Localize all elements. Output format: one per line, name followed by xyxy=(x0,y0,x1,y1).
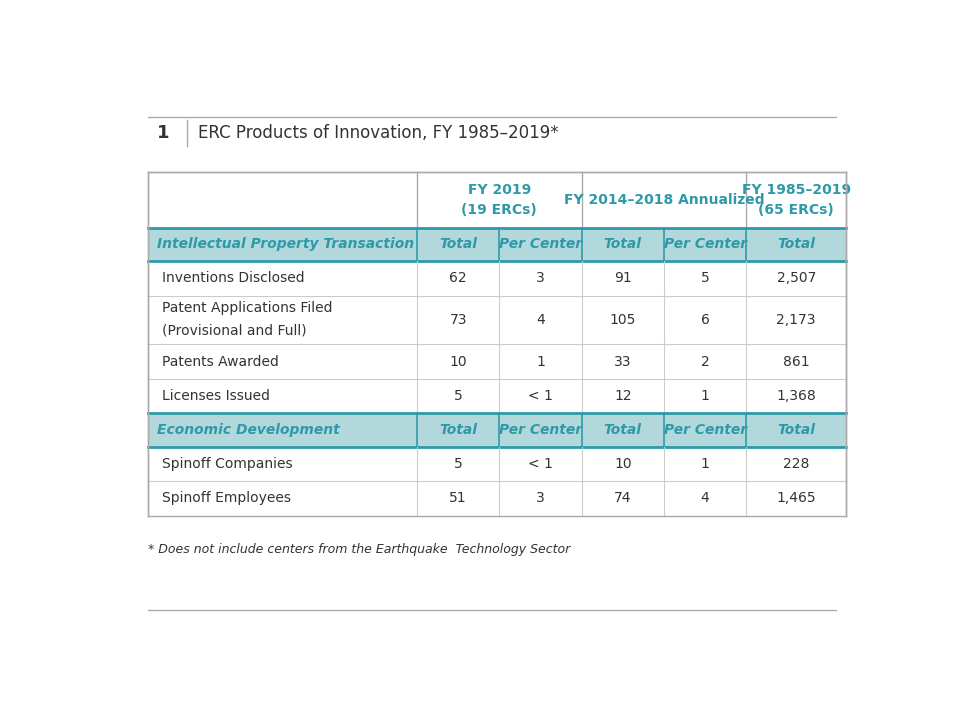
Text: 2,173: 2,173 xyxy=(777,313,816,327)
Text: Patent Applications Filed: Patent Applications Filed xyxy=(161,301,332,315)
Text: 105: 105 xyxy=(610,313,636,327)
Bar xyxy=(148,228,846,261)
Text: Per Center: Per Center xyxy=(663,238,747,251)
Text: 91: 91 xyxy=(614,271,632,286)
Text: FY 2014–2018 Annualized: FY 2014–2018 Annualized xyxy=(564,193,764,207)
Text: FY 2019: FY 2019 xyxy=(468,183,531,197)
Text: Total: Total xyxy=(439,238,477,251)
Text: (Provisional and Full): (Provisional and Full) xyxy=(161,323,306,337)
Text: 33: 33 xyxy=(614,355,632,369)
Text: 4: 4 xyxy=(701,491,709,505)
Text: (19 ERCs): (19 ERCs) xyxy=(462,203,538,217)
Text: Per Center: Per Center xyxy=(499,423,582,437)
Text: Inventions Disclosed: Inventions Disclosed xyxy=(161,271,304,286)
Text: < 1: < 1 xyxy=(528,457,553,471)
Text: 4: 4 xyxy=(536,313,545,327)
Text: 1,368: 1,368 xyxy=(777,390,816,403)
Text: 861: 861 xyxy=(783,355,809,369)
Text: 2: 2 xyxy=(701,355,709,369)
Text: Licenses Issued: Licenses Issued xyxy=(161,390,270,403)
Text: 2,507: 2,507 xyxy=(777,271,816,286)
Text: 1,465: 1,465 xyxy=(777,491,816,505)
Text: Total: Total xyxy=(604,238,642,251)
Bar xyxy=(148,413,846,446)
Text: 228: 228 xyxy=(783,457,809,471)
Text: 5: 5 xyxy=(454,390,463,403)
Text: 5: 5 xyxy=(701,271,709,286)
Text: Economic Development: Economic Development xyxy=(157,423,340,437)
Text: Per Center: Per Center xyxy=(499,238,582,251)
Text: ERC Products of Innovation, FY 1985–2019*: ERC Products of Innovation, FY 1985–2019… xyxy=(198,124,559,142)
Text: Total: Total xyxy=(778,238,815,251)
Text: < 1: < 1 xyxy=(528,390,553,403)
Text: FY 1985–2019: FY 1985–2019 xyxy=(742,183,851,197)
Text: Total: Total xyxy=(778,423,815,437)
Text: (65 ERCs): (65 ERCs) xyxy=(758,203,834,217)
Text: 12: 12 xyxy=(614,390,632,403)
Text: 6: 6 xyxy=(701,313,709,327)
Text: 10: 10 xyxy=(614,457,632,471)
Text: 1: 1 xyxy=(701,390,709,403)
Text: Per Center: Per Center xyxy=(663,423,747,437)
Text: 3: 3 xyxy=(536,271,545,286)
Text: Intellectual Property Transaction: Intellectual Property Transaction xyxy=(157,238,415,251)
Text: Total: Total xyxy=(604,423,642,437)
Text: 73: 73 xyxy=(449,313,467,327)
Text: * Does not include centers from the Earthquake  Technology Sector: * Does not include centers from the Eart… xyxy=(148,543,570,556)
Text: 5: 5 xyxy=(454,457,463,471)
Text: Spinoff Employees: Spinoff Employees xyxy=(161,491,291,505)
Text: Total: Total xyxy=(439,423,477,437)
Text: 62: 62 xyxy=(449,271,467,286)
Text: 1: 1 xyxy=(701,457,709,471)
Text: 1: 1 xyxy=(536,355,545,369)
Text: 51: 51 xyxy=(449,491,467,505)
Text: 74: 74 xyxy=(614,491,632,505)
Text: 3: 3 xyxy=(536,491,545,505)
Text: 10: 10 xyxy=(449,355,467,369)
Text: 1: 1 xyxy=(156,124,169,142)
Text: Patents Awarded: Patents Awarded xyxy=(161,355,278,369)
Text: Spinoff Companies: Spinoff Companies xyxy=(161,457,292,471)
